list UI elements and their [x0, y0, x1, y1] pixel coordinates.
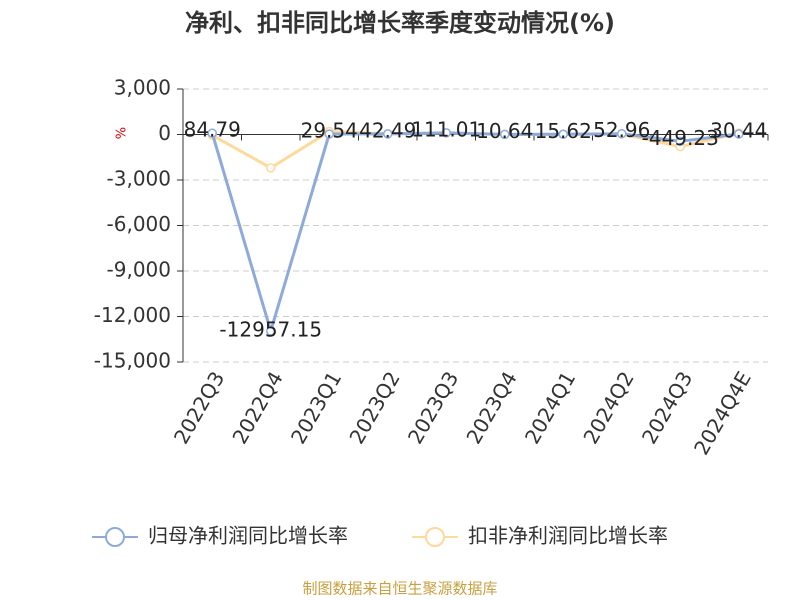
x-tick-label: 2023Q3	[403, 367, 463, 448]
y-tick-label: -6,000	[107, 212, 171, 236]
x-tick-label: 2024Q4E	[689, 367, 756, 459]
data-point	[266, 326, 276, 336]
series-line	[210, 131, 739, 337]
data-label: 10.64	[476, 119, 533, 143]
source-note: 制图数据来自恒生聚源数据库	[302, 580, 497, 598]
data-point	[617, 128, 627, 139]
x-tick-label: 2024Q2	[578, 367, 638, 448]
data-label: -449.23	[642, 126, 719, 150]
x-tick-label: 2022Q3	[169, 367, 229, 448]
data-label: 29.54	[301, 119, 358, 143]
data-label: 30.44	[710, 119, 767, 143]
legend-label: 扣非净利润同比增长率	[468, 524, 668, 548]
y-tick-label: -9,000	[107, 258, 171, 282]
data-point	[207, 128, 217, 138]
data-point	[383, 129, 393, 139]
data-label: 42.49	[359, 118, 416, 142]
chart-title: 净利、扣非同比增长率季度变动情况(%)	[185, 9, 615, 37]
data-label: 15.62	[535, 119, 592, 143]
data-point	[500, 129, 510, 140]
legend-marker	[105, 527, 125, 547]
legend-marker	[425, 527, 445, 547]
x-tick-label: 2022Q4	[227, 367, 287, 448]
data-point	[324, 129, 334, 139]
x-tick-label: 2024Q3	[637, 367, 697, 448]
data-label: 111.01	[411, 117, 481, 141]
data-point	[441, 128, 451, 138]
x-tick-label: 2024Q1	[520, 367, 580, 448]
y-unit: %	[115, 127, 130, 139]
y-tick-label: -12,000	[94, 303, 171, 327]
y-tick-label: -3,000	[107, 167, 171, 191]
x-tick-label: 2023Q2	[344, 367, 404, 448]
data-label: -12957.15	[219, 318, 322, 342]
y-tick-label: 0	[158, 121, 171, 145]
legend-label: 归母净利润同比增长率	[148, 524, 348, 548]
data-point	[734, 129, 744, 139]
y-tick-label: -15,000	[94, 349, 171, 373]
data-point	[558, 129, 568, 140]
y-tick-label: 3,000	[114, 76, 171, 100]
data-label: 52.96	[593, 118, 650, 142]
data-point	[675, 136, 685, 147]
data-label: 84.79	[184, 118, 241, 142]
x-tick-label: 2023Q4	[461, 367, 521, 448]
x-tick-label: 2023Q1	[286, 367, 346, 448]
data-point	[266, 163, 276, 173]
legend: 归母净利润同比增长率 扣非净利润同比增长率	[92, 524, 668, 548]
